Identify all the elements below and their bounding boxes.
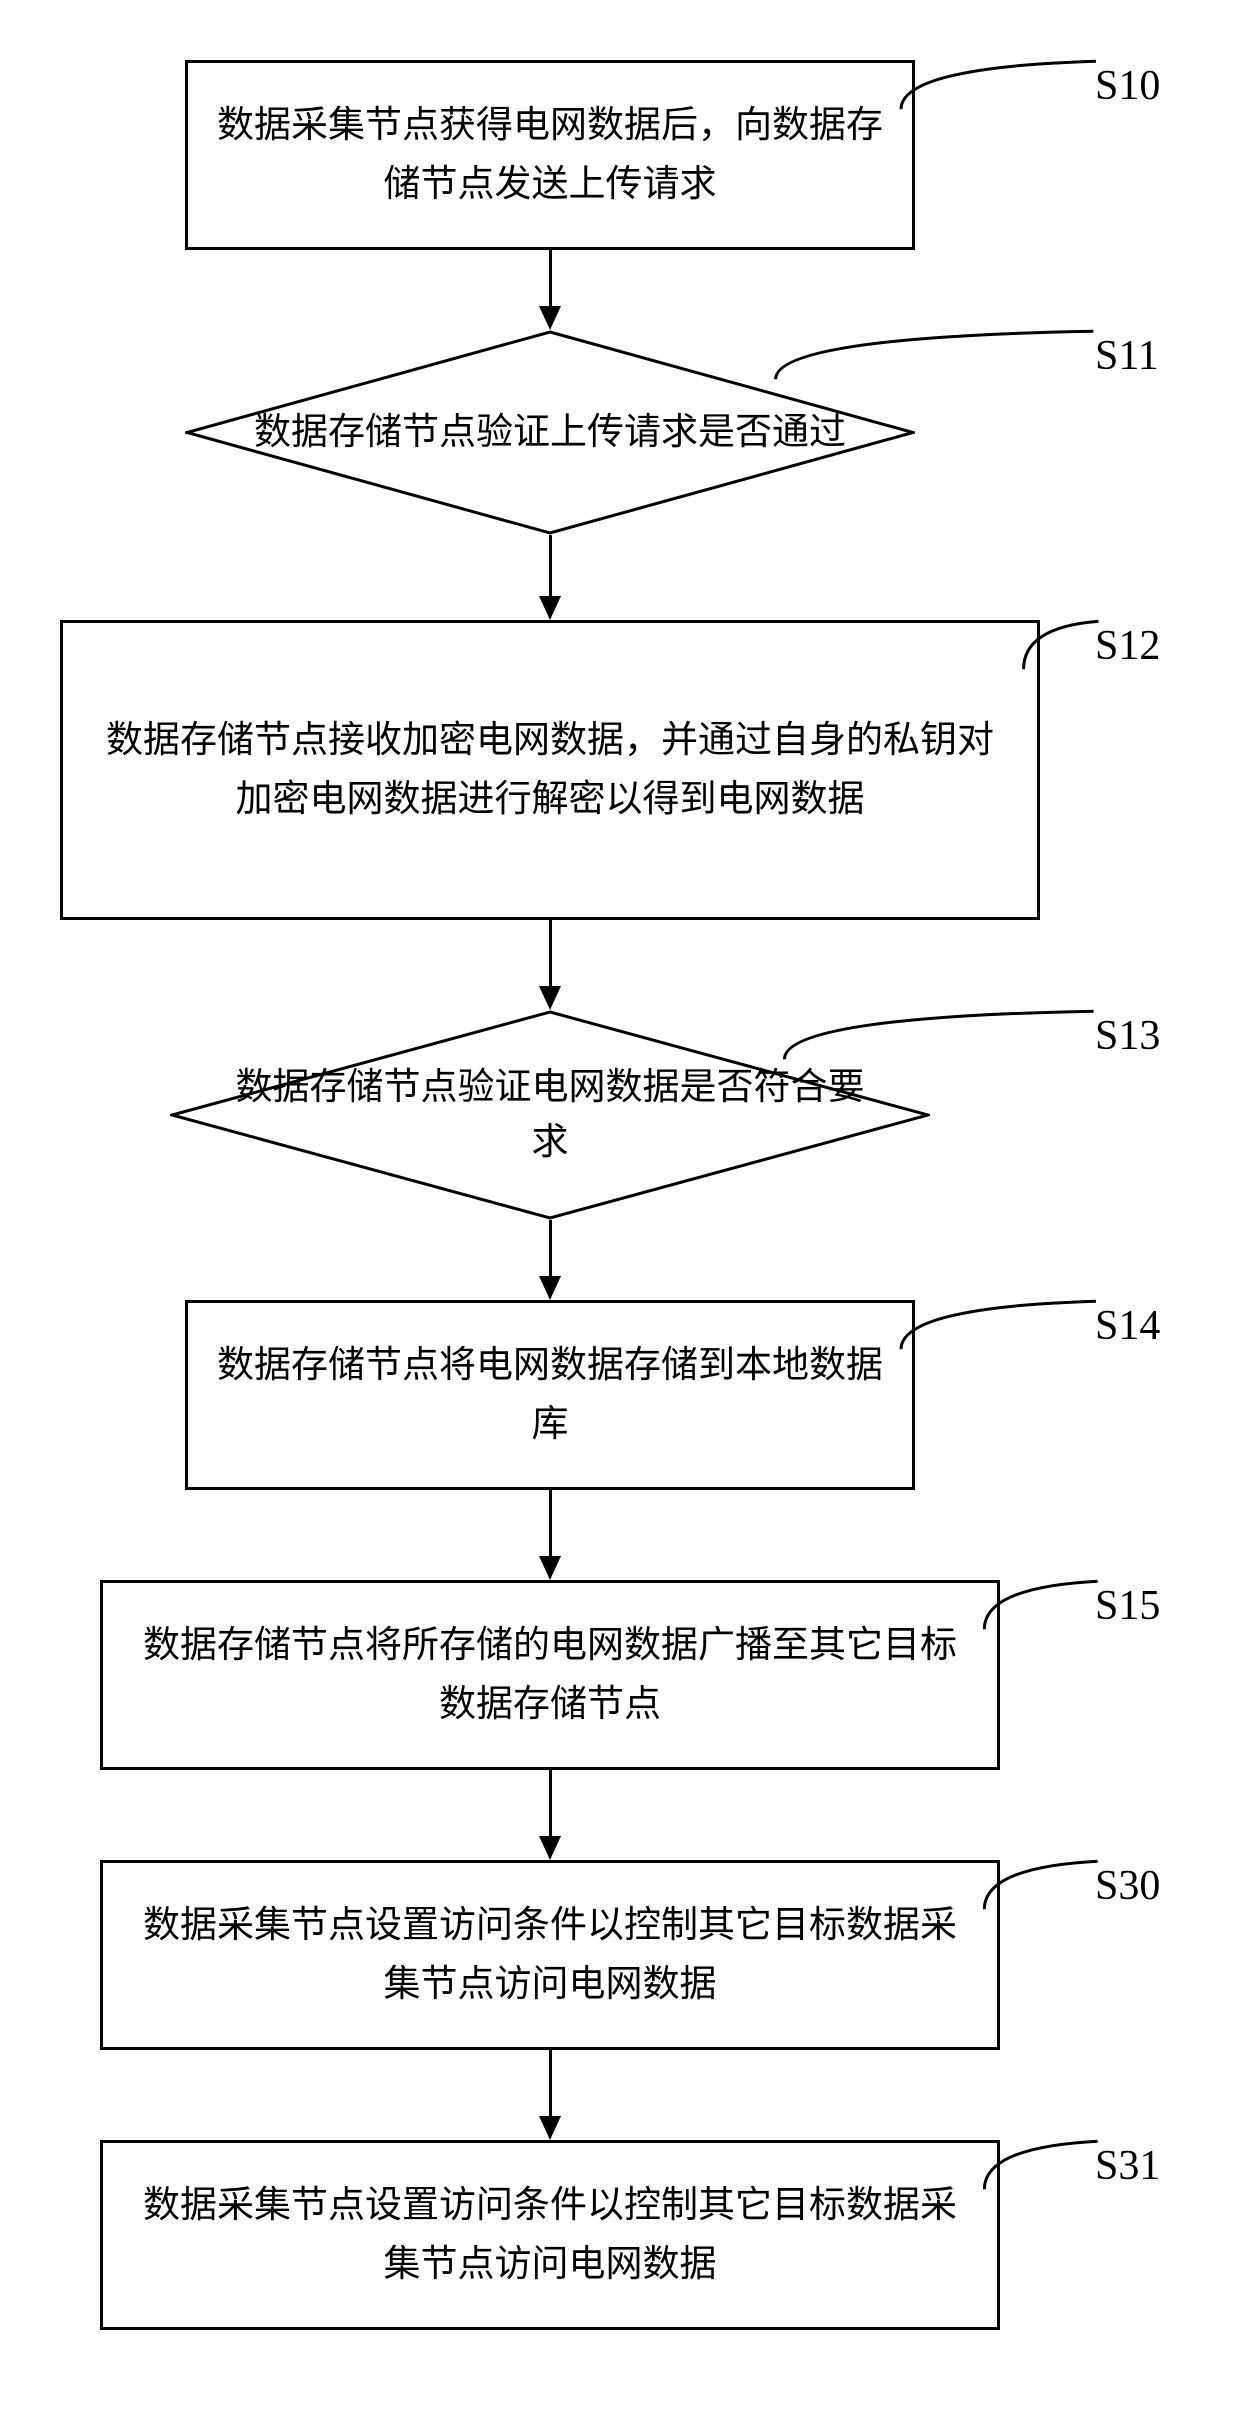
edge-s30-s31 [549, 2050, 552, 2118]
process-text: 数据采集节点设置访问条件以控制其它目标数据采集节点访问电网数据 [131, 1896, 969, 2014]
decision-text: 数据存储节点验证电网数据是否符合要求 [230, 1060, 870, 1171]
process-text: 数据存储节点接收加密电网数据，并通过自身的私钥对加密电网数据进行解密以得到电网数… [91, 711, 1009, 829]
edge-s14-s15 [549, 1490, 552, 1558]
process-s15: 数据存储节点将所存储的电网数据广播至其它目标数据存储节点 [100, 1580, 1000, 1770]
process-text: 数据采集节点获得电网数据后，向数据存储节点发送上传请求 [216, 96, 884, 214]
edge-s10-s11 [549, 250, 552, 308]
process-s12: 数据存储节点接收加密电网数据，并通过自身的私钥对加密电网数据进行解密以得到电网数… [60, 620, 1040, 920]
process-text: 数据采集节点设置访问条件以控制其它目标数据采集节点访问电网数据 [131, 2176, 969, 2294]
edge-s12-s13 [549, 920, 552, 988]
arrowhead-icon [539, 986, 561, 1010]
step-label-s31: S31 [1095, 2142, 1160, 2190]
process-text: 数据存储节点将所存储的电网数据广播至其它目标数据存储节点 [131, 1616, 969, 1734]
step-label-s10: S10 [1095, 62, 1160, 110]
process-text: 数据存储节点将电网数据存储到本地数据库 [216, 1336, 884, 1454]
decision-text: 数据存储节点验证上传请求是否通过 [254, 405, 846, 461]
arrowhead-icon [539, 1556, 561, 1580]
edge-s13-s14 [549, 1220, 552, 1278]
process-s10: 数据采集节点获得电网数据后，向数据存储节点发送上传请求 [185, 60, 915, 250]
arrowhead-icon [539, 1276, 561, 1300]
process-s14: 数据存储节点将电网数据存储到本地数据库 [185, 1300, 915, 1490]
step-label-s12: S12 [1095, 622, 1160, 670]
process-s30: 数据采集节点设置访问条件以控制其它目标数据采集节点访问电网数据 [100, 1860, 1000, 2050]
arrowhead-icon [539, 596, 561, 620]
flowchart-canvas: 数据采集节点获得电网数据后，向数据存储节点发送上传请求 S10 数据存储节点验证上传… [0, 0, 1240, 2423]
arrowhead-icon [539, 306, 561, 330]
arrowhead-icon [539, 1836, 561, 1860]
arrowhead-icon [539, 2116, 561, 2140]
step-label-s14: S14 [1095, 1302, 1160, 1350]
step-label-s30: S30 [1095, 1862, 1160, 1910]
edge-s15-s30 [549, 1770, 552, 1838]
step-label-s15: S15 [1095, 1582, 1160, 1630]
edge-s11-s12 [549, 535, 552, 598]
step-label-s13: S13 [1095, 1012, 1160, 1060]
process-s31: 数据采集节点设置访问条件以控制其它目标数据采集节点访问电网数据 [100, 2140, 1000, 2330]
step-label-s11: S11 [1095, 332, 1159, 380]
